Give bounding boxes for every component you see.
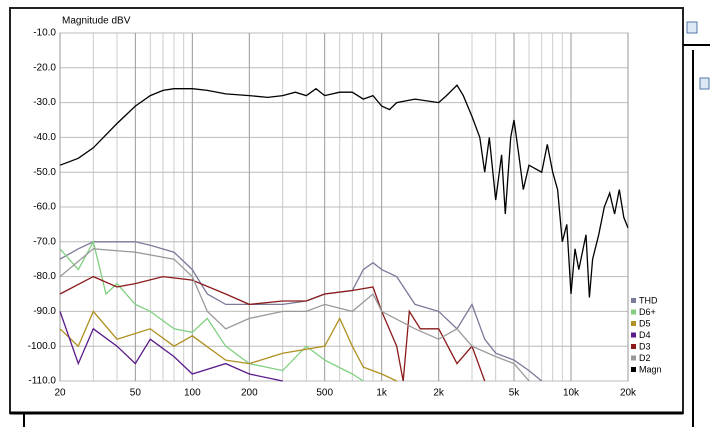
y-tick-label: -60.0 — [33, 202, 56, 213]
x-tick-label: 100 — [184, 388, 201, 399]
x-tick-label: 10k — [563, 388, 580, 399]
legend-label: D6+ — [639, 307, 656, 317]
series-line — [59, 311, 283, 382]
legend-swatch — [631, 321, 636, 326]
y-tick-label: -50.0 — [33, 167, 56, 178]
series-line — [59, 84, 629, 298]
legend-label: D4 — [639, 330, 651, 340]
x-tick-label: 2k — [433, 388, 445, 399]
x-tick-label: 20k — [620, 388, 637, 399]
legend-label: D3 — [639, 341, 651, 351]
y-tick-label: -20.0 — [33, 62, 56, 73]
y-axis-label: Magnitude dBV — [62, 16, 131, 27]
y-tick-label: -30.0 — [33, 97, 56, 108]
x-tick-label: 5k — [509, 388, 521, 399]
y-tick-label: -90.0 — [33, 306, 56, 317]
legend-swatch — [631, 309, 636, 315]
y-tick-label: -80.0 — [33, 271, 56, 282]
legend-swatch — [631, 298, 636, 303]
legend-label: Magn — [639, 364, 662, 374]
series-line — [59, 248, 530, 382]
series-line — [59, 310, 397, 382]
series-line — [59, 240, 364, 382]
y-tick-label: -110.0 — [28, 376, 56, 387]
legend-label: D5 — [639, 318, 651, 328]
y-tick-label: -70.0 — [33, 236, 56, 247]
y-tick-label: -40.0 — [33, 132, 56, 143]
legend-swatch — [631, 344, 636, 349]
x-tick-label: 500 — [316, 388, 333, 399]
x-tick-label: 1k — [376, 388, 388, 399]
y-tick-label: -100.0 — [28, 341, 57, 352]
document-icon[interactable] — [699, 77, 710, 90]
document-icon[interactable] — [686, 21, 698, 34]
legend-label: D2 — [639, 353, 651, 363]
legend-label: THD — [639, 295, 658, 305]
x-tick-label: 200 — [241, 388, 258, 399]
x-tick-label: 20 — [54, 388, 66, 399]
y-tick-label: -10.0 — [33, 28, 56, 39]
x-tick-label: 50 — [130, 388, 142, 399]
legend-swatch — [631, 367, 636, 372]
series-line — [59, 275, 486, 382]
legend-swatch — [631, 332, 636, 338]
legend-swatch — [631, 355, 636, 361]
